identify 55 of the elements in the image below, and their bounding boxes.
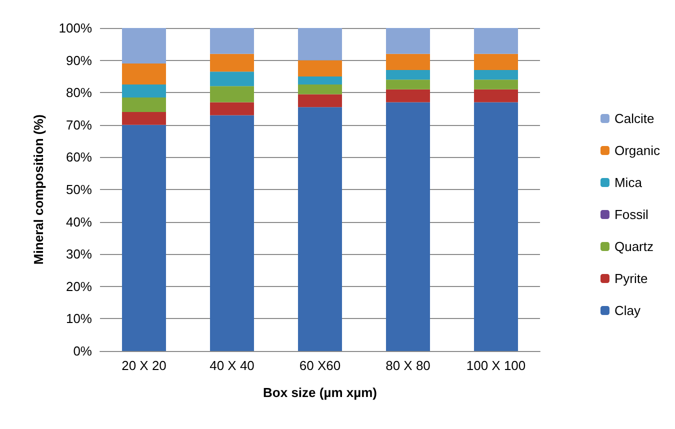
legend-label: Organic	[614, 143, 660, 158]
bar	[210, 86, 254, 102]
bar	[210, 54, 254, 72]
legend-label: Calcite	[614, 111, 654, 126]
bar	[474, 89, 518, 102]
y-tick-label: 90%	[66, 52, 92, 68]
bar	[386, 54, 430, 70]
bar	[298, 107, 342, 351]
bar	[474, 28, 518, 54]
legend-label: Pyrite	[614, 271, 648, 286]
bar	[298, 94, 342, 108]
bar	[210, 115, 254, 351]
legend-label: Clay	[614, 303, 641, 318]
bar	[298, 76, 342, 85]
y-axis-title: Mineral composition (%)	[31, 114, 46, 265]
bar	[474, 54, 518, 70]
bar	[474, 102, 518, 351]
x-tick-label: 40 X 40	[210, 358, 254, 373]
bar	[298, 28, 342, 60]
bar	[122, 124, 166, 351]
bar	[386, 89, 430, 102]
y-tick-label: 80%	[66, 85, 92, 100]
y-tick-label: 50%	[66, 182, 92, 197]
y-tick-label: 20%	[66, 278, 92, 294]
x-tick-label: 20 X 20	[122, 358, 166, 373]
y-tick-label: 60%	[66, 150, 92, 165]
bar	[474, 70, 518, 80]
bar	[386, 80, 430, 90]
bar	[386, 102, 430, 351]
y-tick-label: 40%	[66, 214, 92, 230]
y-tick-label: 0%	[73, 344, 92, 358]
bar	[210, 72, 254, 86]
bar	[122, 84, 166, 98]
bar	[298, 60, 342, 76]
bar	[122, 97, 166, 112]
bar	[210, 28, 254, 54]
legend-label: Fossil	[614, 207, 649, 222]
y-tick-label: 30%	[66, 246, 92, 262]
legend-label: Mica	[614, 175, 643, 190]
x-tick-label: 80 X 80	[386, 358, 430, 373]
x-tick-label: 100 X 100	[466, 358, 526, 373]
bar	[122, 28, 166, 64]
bar	[122, 64, 166, 85]
x-tick-label: 60 X60	[299, 358, 341, 373]
bar	[386, 28, 430, 54]
bar	[210, 102, 254, 116]
legend-label: Quartz	[614, 239, 654, 254]
y-tick-label: 70%	[66, 117, 92, 132]
bar	[298, 84, 342, 94]
bar	[386, 70, 430, 80]
x-axis-title: Box size (µm xµm)	[263, 385, 377, 400]
bar	[122, 112, 166, 125]
y-tick-label: 10%	[66, 311, 92, 326]
bar	[474, 80, 518, 90]
y-tick-label: 100%	[58, 20, 92, 36]
